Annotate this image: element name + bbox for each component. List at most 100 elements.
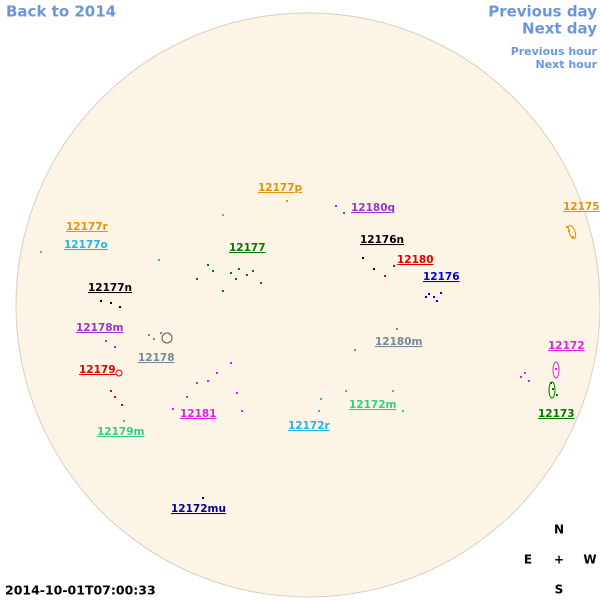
sunspot-dot	[524, 372, 526, 374]
sunspot-dot	[246, 274, 248, 276]
region-label: 12178	[138, 352, 175, 364]
sunspot-dot	[114, 396, 116, 398]
back-link[interactable]: Back to 2014	[6, 3, 116, 21]
spot-outline	[548, 381, 556, 399]
sunspot-dot	[172, 408, 174, 410]
sunspot-dot	[528, 380, 530, 382]
previous-hour-link[interactable]: Previous hour	[511, 45, 598, 58]
spot-outline	[552, 361, 560, 379]
sunspot-dot	[119, 306, 121, 308]
sunspot-dot	[222, 214, 224, 216]
sunspot-dot	[320, 398, 322, 400]
sunspot-dot	[433, 296, 435, 298]
region-label: 12177r	[66, 221, 109, 233]
compass-west: W	[583, 553, 596, 567]
region-label: 12176	[423, 271, 460, 283]
compass-east: E	[524, 553, 532, 567]
sunspot-dot	[160, 332, 162, 334]
solar-disk	[15, 12, 600, 598]
spot-outline	[161, 332, 173, 344]
sunspot-dot	[121, 404, 123, 406]
sunspot-dot	[40, 251, 42, 253]
sunspot-dot	[440, 292, 442, 294]
compass-south: S	[555, 583, 564, 597]
next-day-link[interactable]: Next day	[522, 20, 597, 38]
region-label: 12178m	[76, 322, 124, 334]
sunspot-dot	[552, 388, 554, 390]
sunspot-dot	[318, 410, 320, 412]
sunspot-dot	[236, 392, 238, 394]
sunspot-dot	[392, 390, 394, 392]
compass-north: N	[554, 523, 564, 537]
previous-day-link[interactable]: Previous day	[488, 3, 597, 21]
sunspot-dot	[393, 265, 395, 267]
next-hour-link[interactable]: Next hour	[536, 58, 598, 71]
region-label: 12177p	[258, 182, 303, 194]
sunspot-dot	[335, 205, 337, 207]
sunspot-dot	[196, 382, 198, 384]
sunspot-dot	[428, 293, 430, 295]
spot-outline	[115, 369, 123, 377]
sunspot-dot	[110, 390, 112, 392]
region-label: 12172m	[349, 399, 397, 411]
sunspot-dot	[114, 346, 116, 348]
sunspot-dot	[402, 410, 404, 412]
sunspot-dot	[105, 340, 107, 342]
region-label: 12180q	[351, 202, 395, 214]
sunspot-dot	[222, 290, 224, 292]
sunspot-dot	[153, 338, 155, 340]
sunspot-dot	[212, 270, 214, 272]
compass-center: +	[554, 553, 564, 567]
timestamp: 2014-10-01T07:00:33	[5, 583, 156, 598]
region-label: 12177o	[64, 239, 108, 251]
sunspot-dot	[572, 236, 574, 238]
sunspot-dot	[207, 264, 209, 266]
sunspot-dot	[216, 372, 218, 374]
sunspot-dot	[566, 226, 568, 228]
sunspot-dot	[235, 278, 237, 280]
sunspot-dot	[123, 420, 125, 422]
sunspot-dot	[436, 300, 438, 302]
region-label: 12180m	[375, 336, 423, 348]
region-label: 12175	[563, 201, 600, 213]
sunspot-dot	[207, 380, 209, 382]
sunspot-dots	[40, 200, 577, 499]
region-label: 12180	[397, 254, 434, 266]
region-label: 12172r	[288, 420, 331, 432]
region-label: 12176n	[360, 234, 404, 246]
sunspot-dot	[286, 200, 288, 202]
sunspot-dot	[230, 362, 232, 364]
sunspot-dot	[384, 275, 386, 277]
sunspot-dot	[396, 328, 398, 330]
sunspot-dot	[520, 376, 522, 378]
region-label: 12181	[180, 408, 217, 420]
sunspot-dot	[555, 368, 557, 370]
sunspot-dot	[556, 394, 558, 396]
sunspot-dot	[354, 349, 356, 351]
region-label: 12179m	[97, 426, 145, 438]
region-label: 12172mu	[171, 503, 226, 515]
sunspot-dot	[100, 300, 102, 302]
region-label: 12173	[538, 408, 575, 420]
sunspot-dot	[238, 268, 240, 270]
sunspot-dot	[202, 497, 204, 499]
sunspot-dot	[148, 334, 150, 336]
sunspot-dot	[230, 272, 232, 274]
region-label: 12177n	[88, 282, 132, 294]
sunspot-dot	[252, 270, 254, 272]
sunspot-dot	[241, 410, 243, 412]
sunspot-dot	[196, 278, 198, 280]
sunspot-dot	[343, 212, 345, 214]
region-label: 12179	[79, 364, 116, 376]
region-labels: 12177p 12180q 12175 12177r 12177o 12177 12176n…	[64, 182, 600, 515]
sunspot-dot	[345, 390, 347, 392]
sunspot-dot	[158, 259, 160, 261]
region-label: 12172	[548, 340, 585, 352]
sunspot-dot	[362, 257, 364, 259]
spot-outline	[567, 224, 577, 240]
region-label: 12177	[229, 242, 266, 254]
sunspot-dot	[186, 396, 188, 398]
sunspot-dot	[373, 268, 375, 270]
